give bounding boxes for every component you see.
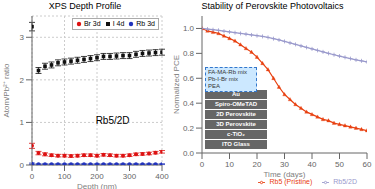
svg-text:Normalized PCE: Normalized PCE: [172, 55, 181, 114]
html-text:ITO Glass: ITO Glass: [222, 141, 250, 147]
svg-text:60: 60: [363, 160, 367, 169]
html-text:PEA: PEA: [208, 83, 220, 89]
html-text:2D Perovskite: 2D Perovskite: [216, 111, 256, 117]
svg-text:Time (days): Time (days): [264, 170, 306, 179]
svg-text:10: 10: [225, 160, 234, 169]
svg-text:0.8: 0.8: [183, 49, 195, 58]
svg-text:0: 0: [200, 160, 205, 169]
html-text:FA-MA-Rb mix: FA-MA-Rb mix: [208, 69, 247, 75]
html-text:Rb 3d: Rb 3d: [136, 20, 155, 27]
html-text:I 4d: I 4d: [112, 20, 125, 27]
svg-text:Rb5/2D: Rb5/2D: [96, 115, 130, 126]
html-text:Br 3d: Br 3d: [83, 20, 101, 27]
html-text:Rb5/2D: Rb5/2D: [333, 178, 357, 185]
svg-text:200: 200: [90, 172, 104, 181]
svg-text:Depth (nm): Depth (nm): [77, 182, 117, 189]
html-text:Spiro-OMeTAD: Spiro-OMeTAD: [214, 101, 258, 107]
svg-text:2: 2: [20, 76, 25, 85]
svg-text:1.0: 1.0: [183, 24, 195, 33]
svg-text:40: 40: [308, 160, 317, 169]
svg-text:Atom/Pb²⁺ ratio: Atom/Pb²⁺ ratio: [8, 63, 11, 118]
svg-text:0: 0: [20, 161, 25, 170]
svg-text:0.0: 0.0: [183, 149, 195, 158]
html-text:Au: Au: [232, 91, 240, 97]
svg-text:300: 300: [123, 172, 137, 181]
svg-text:1: 1: [20, 118, 25, 127]
html-text:3D Perovskite: 3D Perovskite: [216, 121, 256, 127]
html-text:c-TiO₂: c-TiO₂: [227, 131, 245, 137]
svg-text:3: 3: [20, 33, 25, 42]
svg-text:30: 30: [280, 160, 289, 169]
svg-text:0.6: 0.6: [183, 74, 195, 83]
svg-text:0.4: 0.4: [183, 99, 195, 108]
html-text:Stability of Perovskite Photov: Stability of Perovskite Photovoltaics: [201, 1, 344, 11]
svg-text:0: 0: [30, 172, 35, 181]
svg-text:0.2: 0.2: [183, 124, 195, 133]
svg-text:400: 400: [155, 172, 169, 181]
svg-text:50: 50: [335, 160, 344, 169]
svg-text:100: 100: [58, 172, 72, 181]
svg-text:20: 20: [253, 160, 262, 169]
html-text:Pb-I-Br mix: Pb-I-Br mix: [208, 76, 238, 82]
html-text:Rb5 (Pristine): Rb5 (Pristine): [269, 178, 313, 185]
html-text:XPS Depth Profile: XPS Depth Profile: [48, 1, 122, 11]
